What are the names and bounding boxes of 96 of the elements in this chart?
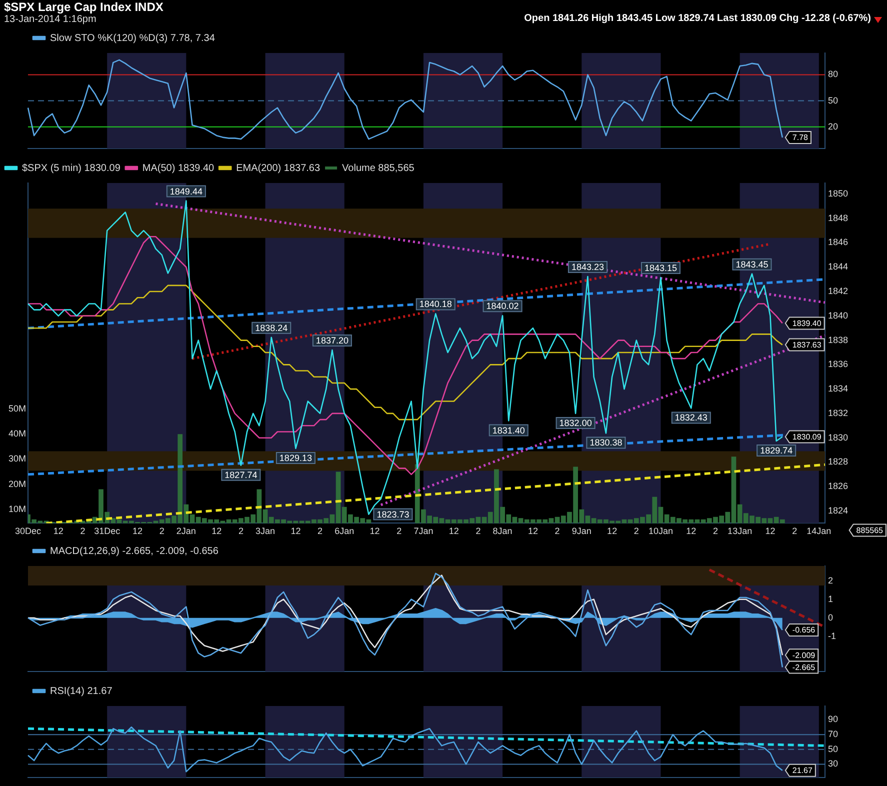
y-tick-label: 1830 xyxy=(828,432,848,442)
y-tick-label: 1828 xyxy=(828,456,848,467)
data-label: 1840.18 xyxy=(419,299,452,310)
data-label: -2.009 xyxy=(792,650,816,660)
data-label: 1830.09 xyxy=(792,432,822,442)
data-label: 1843.23 xyxy=(571,262,604,272)
y2-tick-label: 50M xyxy=(8,403,26,414)
data-label: 1837.20 xyxy=(316,336,348,346)
x-tick-label: 2Jan xyxy=(176,526,196,536)
y-tick-label: 1850 xyxy=(828,188,848,198)
legend-label: EMA(200) 1837.63 xyxy=(236,162,320,174)
data-label: 1832.43 xyxy=(674,412,708,423)
x-tick-label: 2 xyxy=(318,526,323,536)
x-tick-label: 13Jan xyxy=(728,526,752,536)
x-tick-label: 7Jan xyxy=(414,526,434,536)
y-tick-label: 1824 xyxy=(828,505,848,516)
data-label: 1840.02 xyxy=(486,301,519,312)
x-tick-label: 6Jan xyxy=(334,526,354,536)
x-tick-label: 2 xyxy=(792,526,798,536)
x-tick-label: 12 xyxy=(528,526,538,536)
y-tick-label: 50 xyxy=(828,95,838,106)
y2-tick-label: 20M xyxy=(8,478,26,489)
y-tick-label: 1834 xyxy=(828,384,848,394)
x-tick-label: 3Jan xyxy=(256,526,276,536)
data-label: -2.665 xyxy=(792,662,816,672)
x-tick-label: 12 xyxy=(212,526,222,536)
legend-label: Volume 885,565 xyxy=(342,162,415,174)
data-label: 21.67 xyxy=(792,766,813,776)
x-tick-label: 12 xyxy=(765,526,776,536)
chart-title: $SPX Large Cap Index INDX xyxy=(4,0,164,14)
data-label: 1838.24 xyxy=(255,322,288,333)
x-tick-label: 31Dec xyxy=(94,526,121,536)
y2-tick-label: 30M xyxy=(8,454,26,464)
legend-label: MACD(12,26,9) -2.665, -2.009, -0.656 xyxy=(50,546,219,557)
text: 885565 xyxy=(856,526,884,535)
x-tick-label: 12 xyxy=(132,526,143,536)
data-label: 1823.73 xyxy=(376,509,410,520)
y-tick-label: 20 xyxy=(828,121,838,132)
x-tick-label: 2 xyxy=(476,526,481,536)
text: Open 1841.26 High 1843.45 Low 1829.74 Last 1830.09 Chg -12.28 (-0.67%) xyxy=(524,13,871,24)
y-tick-label: 90 xyxy=(828,714,838,724)
x-tick-label: 12 xyxy=(607,526,618,536)
data-label: 1832.00 xyxy=(559,418,592,428)
x-tick-label: 30Dec xyxy=(14,526,42,536)
y-tick-label: 2 xyxy=(828,575,834,586)
legend-label: Slow STO %K(120) %D(3) 7.78, 7.34 xyxy=(50,32,216,44)
y-tick-label: 1842 xyxy=(828,286,848,296)
y-tick-label: 50 xyxy=(828,744,838,754)
y-tick-label: 1826 xyxy=(828,481,848,492)
y2-tick-label: 10M xyxy=(8,504,26,514)
x-tick-label: 12 xyxy=(290,526,301,536)
x-tick-label: 12 xyxy=(370,526,380,536)
data-label: 1849.44 xyxy=(170,186,202,196)
x-tick-label: 12 xyxy=(448,526,459,536)
data-label: 1829.13 xyxy=(279,452,312,463)
y-tick-label: 70 xyxy=(828,729,838,740)
data-label: 1831.40 xyxy=(492,425,525,436)
x-tick-label: 2 xyxy=(396,526,402,536)
x-tick-label: 9Jan xyxy=(572,526,592,536)
y-tick-label: 1846 xyxy=(828,237,848,248)
x-tick-label: 2 xyxy=(554,526,560,536)
x-tick-label: 2 xyxy=(159,526,164,536)
data-label: -0.656 xyxy=(792,626,816,635)
y-tick-label: 1832 xyxy=(828,408,848,418)
y-tick-label: 1840 xyxy=(828,310,848,320)
data-label: 1843.45 xyxy=(736,259,768,270)
x-tick-label: 2 xyxy=(238,526,244,536)
x-tick-label: 10Jan xyxy=(648,526,673,536)
y-tick-label: 0 xyxy=(828,612,834,622)
x-tick-label: 2 xyxy=(634,526,639,536)
y-tick-label: 1848 xyxy=(828,212,848,223)
x-tick-label: 8Jan xyxy=(492,526,512,536)
x-tick-label: 12 xyxy=(53,526,64,536)
chart-subtitle: 13-Jan-2014 1:16pm xyxy=(4,14,96,25)
legend-label: RSI(14) 21.67 xyxy=(50,686,113,697)
data-label: 1829.74 xyxy=(760,446,793,456)
data-label: 1843.15 xyxy=(644,262,678,273)
x-tick-label: 14Jan xyxy=(806,526,832,536)
y-tick-label: 1844 xyxy=(828,262,848,272)
y-tick-label: -1 xyxy=(828,630,836,641)
legend-label: $SPX (5 min) 1830.09 xyxy=(22,162,121,174)
x-tick-label: 2 xyxy=(80,526,86,536)
legend-label: MA(50) 1839.40 xyxy=(142,162,215,174)
data-label: 7.78 xyxy=(792,133,809,142)
y-tick-label: 1 xyxy=(828,594,834,604)
y2-tick-label: 40M xyxy=(8,428,26,439)
y-tick-label: 80 xyxy=(828,69,838,80)
y-tick-label: 1836 xyxy=(828,359,848,370)
data-label: 1827.74 xyxy=(224,470,258,480)
y-tick-label: 1838 xyxy=(828,334,848,345)
data-label: 1837.63 xyxy=(792,340,822,350)
data-label: 1830.38 xyxy=(590,438,622,448)
data-label: 1839.40 xyxy=(792,318,822,328)
y-tick-label: 30 xyxy=(828,758,838,769)
x-tick-label: 2 xyxy=(712,526,718,536)
x-tick-label: 12 xyxy=(686,526,696,536)
